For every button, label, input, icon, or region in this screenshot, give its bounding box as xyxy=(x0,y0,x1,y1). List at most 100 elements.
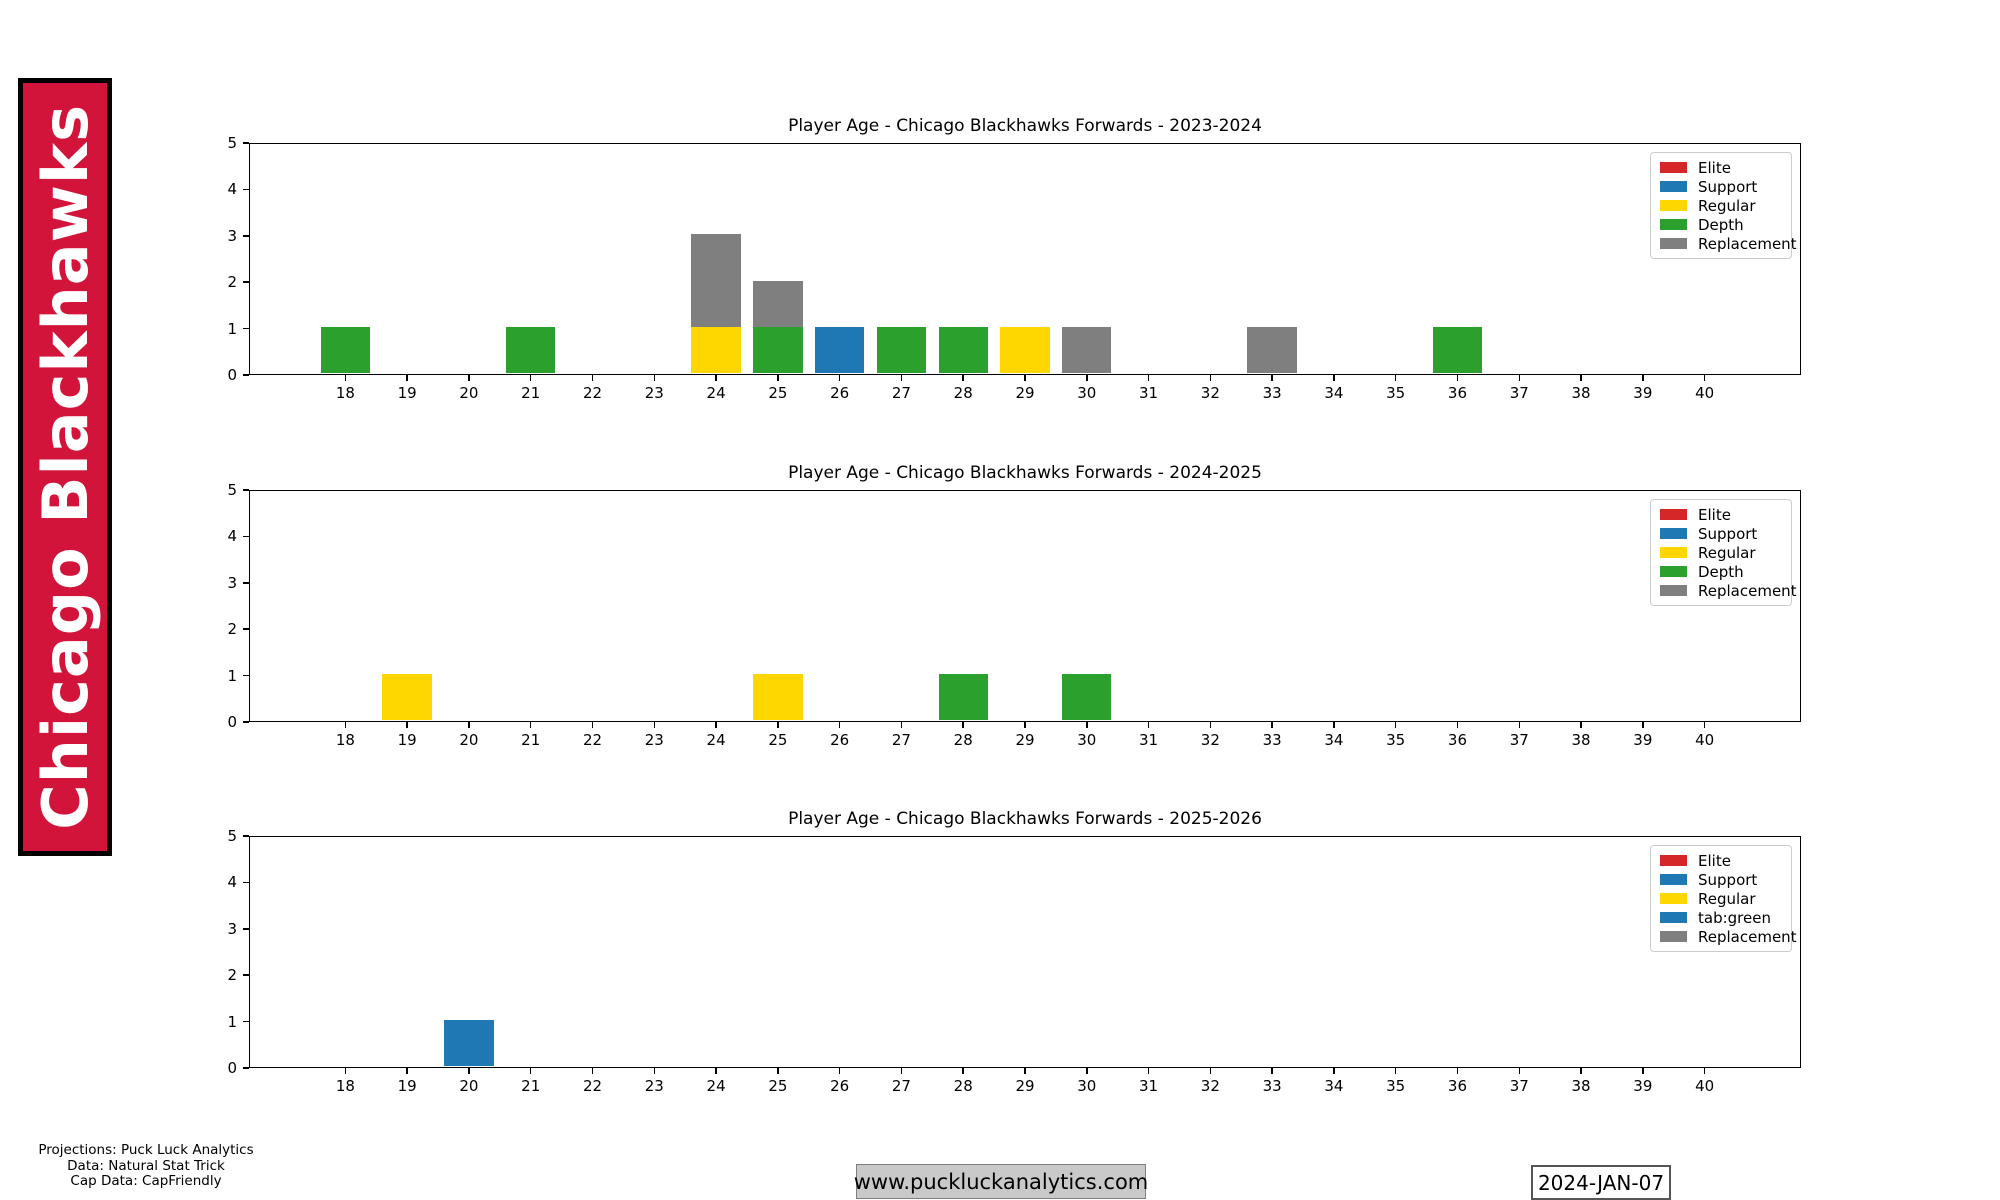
x-tick-label: 27 xyxy=(891,384,911,402)
footer-credits: Projections: Puck Luck Analytics Data: N… xyxy=(18,1142,274,1190)
x-axis-tick xyxy=(900,375,903,381)
x-tick-label: 25 xyxy=(768,1077,788,1095)
legend-label: Depth xyxy=(1698,562,1744,581)
x-axis-tick xyxy=(344,722,347,728)
y-axis-tick xyxy=(243,374,249,376)
x-tick-label: 37 xyxy=(1509,384,1529,402)
legend-swatch xyxy=(1660,874,1687,885)
x-axis-tick xyxy=(1333,722,1335,728)
x-tick-label: 36 xyxy=(1447,731,1468,749)
x-tick-label: 38 xyxy=(1571,1077,1591,1095)
y-tick-label: 0 xyxy=(227,366,237,384)
legend-swatch xyxy=(1660,509,1687,520)
y-axis-tick xyxy=(243,188,249,191)
y-tick-label: 2 xyxy=(227,620,237,639)
legend-label: Support xyxy=(1698,524,1758,543)
x-axis-tick xyxy=(468,375,470,381)
y-tick-label: 1 xyxy=(227,319,237,338)
x-axis-tick xyxy=(1024,1068,1026,1074)
x-tick-label: 24 xyxy=(706,1077,726,1095)
x-axis-tick xyxy=(838,375,841,381)
chart-2-legend: Elite Support Regular Depth Replacement xyxy=(1650,499,1797,606)
legend-row: Replacement xyxy=(1660,234,1797,253)
bar-age-20-segment xyxy=(444,1020,494,1067)
y-tick-label: 1 xyxy=(227,666,237,685)
x-tick-label: 33 xyxy=(1262,1077,1282,1095)
legend-label: Support xyxy=(1698,177,1758,196)
x-tick-label: 34 xyxy=(1324,1077,1344,1095)
y-tick-label: 4 xyxy=(227,527,237,546)
x-axis-tick xyxy=(1518,1068,1521,1074)
x-axis-tick xyxy=(1642,722,1644,728)
x-axis-tick xyxy=(1642,1068,1644,1074)
x-axis-tick xyxy=(1209,722,1212,728)
y-axis-tick xyxy=(243,628,249,630)
x-axis-tick xyxy=(591,1068,594,1074)
x-axis-tick xyxy=(406,722,408,728)
x-axis-tick xyxy=(900,1068,903,1074)
x-tick-label: 31 xyxy=(1139,384,1159,402)
x-tick-label: 39 xyxy=(1633,1077,1653,1095)
x-tick-label: 30 xyxy=(1077,731,1097,749)
chart-1-title: Player Age - Chicago Blackhawks Forwards… xyxy=(788,116,1262,136)
y-axis-tick xyxy=(243,281,249,283)
legend-label: Elite xyxy=(1698,158,1731,177)
y-tick-label: 3 xyxy=(227,573,237,592)
legend-row: Regular xyxy=(1660,889,1782,908)
legend-row: tab:green xyxy=(1660,908,1782,927)
x-axis-tick xyxy=(777,375,779,381)
x-tick-label: 27 xyxy=(891,1077,911,1095)
y-axis-tick xyxy=(243,674,249,677)
y-tick-label: 5 xyxy=(227,134,237,152)
x-tick-label: 20 xyxy=(459,384,479,402)
chart-3-legend: Elite Support Regular tab:green Replacement xyxy=(1650,845,1797,952)
legend-row: Replacement xyxy=(1660,927,1797,946)
legend-swatch xyxy=(1660,566,1687,577)
legend-row: Regular xyxy=(1660,543,1782,562)
x-axis-tick xyxy=(406,1068,408,1074)
bar-age-25-segment xyxy=(753,280,803,328)
legend-row: Depth xyxy=(1660,215,1782,234)
x-tick-label: 21 xyxy=(521,731,541,749)
credit-projections: Projections: Puck Luck Analytics xyxy=(38,1142,254,1158)
x-tick-label: 31 xyxy=(1139,1077,1159,1095)
x-axis-tick xyxy=(344,375,347,381)
legend-row: Replacement xyxy=(1660,581,1797,600)
x-tick-label: 19 xyxy=(397,384,417,402)
x-tick-label: 25 xyxy=(768,384,788,402)
legend-swatch xyxy=(1660,585,1687,596)
x-axis-tick xyxy=(1703,1068,1706,1074)
x-tick-label: 20 xyxy=(459,1077,479,1095)
legend-row: Support xyxy=(1660,524,1782,543)
x-tick-label: 21 xyxy=(521,1077,541,1095)
legend-row: Depth xyxy=(1660,562,1782,581)
legend-row: Regular xyxy=(1660,196,1782,215)
x-axis-tick xyxy=(838,722,841,728)
credit-cap-data: Cap Data: CapFriendly xyxy=(70,1173,222,1189)
x-axis-tick xyxy=(1518,375,1521,381)
x-axis-tick xyxy=(468,722,470,728)
legend-label: Replacement xyxy=(1698,234,1797,253)
legend-label: Replacement xyxy=(1698,581,1797,600)
x-tick-label: 36 xyxy=(1447,1077,1468,1095)
x-axis-tick xyxy=(838,1068,841,1074)
y-axis-tick xyxy=(243,582,249,584)
bar-age-28-segment xyxy=(938,674,988,721)
chart-3-plot-area xyxy=(249,836,1801,1068)
legend-label: Support xyxy=(1698,870,1758,889)
x-tick-label: 18 xyxy=(335,1077,355,1095)
legend-row: Elite xyxy=(1660,851,1782,870)
x-tick-label: 35 xyxy=(1386,731,1406,749)
legend-row: Support xyxy=(1660,177,1782,196)
y-tick-label: 5 xyxy=(227,827,237,845)
bar-age-27-segment xyxy=(876,327,927,374)
x-tick-label: 37 xyxy=(1509,731,1529,749)
bar-age-33-segment xyxy=(1247,327,1297,374)
x-tick-label: 23 xyxy=(644,1077,664,1095)
legend-label: tab:green xyxy=(1698,908,1771,927)
x-tick-label: 28 xyxy=(953,1077,973,1095)
chart-2-title: Player Age - Chicago Blackhawks Forwards… xyxy=(788,463,1262,483)
x-axis-tick xyxy=(1394,1068,1397,1074)
x-axis-tick xyxy=(1271,722,1273,728)
